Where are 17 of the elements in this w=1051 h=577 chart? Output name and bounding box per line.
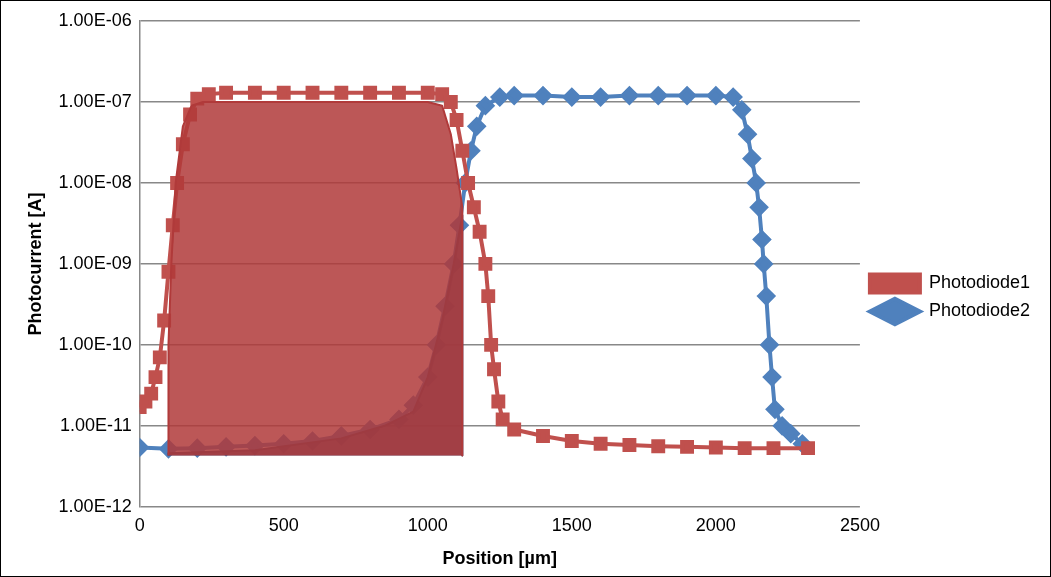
y-tick-label: 1.00E-06	[58, 9, 132, 30]
legend-label: Photodiode2	[928, 300, 1030, 321]
y-tick-label: 1.00E-09	[58, 252, 132, 273]
x-tick-label: 2000	[695, 514, 736, 535]
y-tick-label: 1.00E-10	[58, 333, 132, 354]
x-tick-label: 2500	[839, 514, 880, 535]
x-tick-label: 1000	[407, 514, 448, 535]
y-tick-label: 1.00E-07	[58, 90, 132, 111]
y-axis-title: Photocurrent [A]	[24, 192, 45, 336]
y-tick-label: 1.00E-08	[58, 171, 132, 192]
y-tick-label: 1.00E-11	[59, 414, 132, 435]
legend-label: Photodiode1	[928, 272, 1030, 293]
x-tick-label: 1500	[551, 514, 592, 535]
x-tick-label: 0	[134, 514, 145, 535]
y-tick-label: 1.00E-12	[58, 495, 132, 516]
x-tick-label: 500	[268, 514, 299, 535]
x-axis-title: Position [µm]	[442, 548, 557, 569]
